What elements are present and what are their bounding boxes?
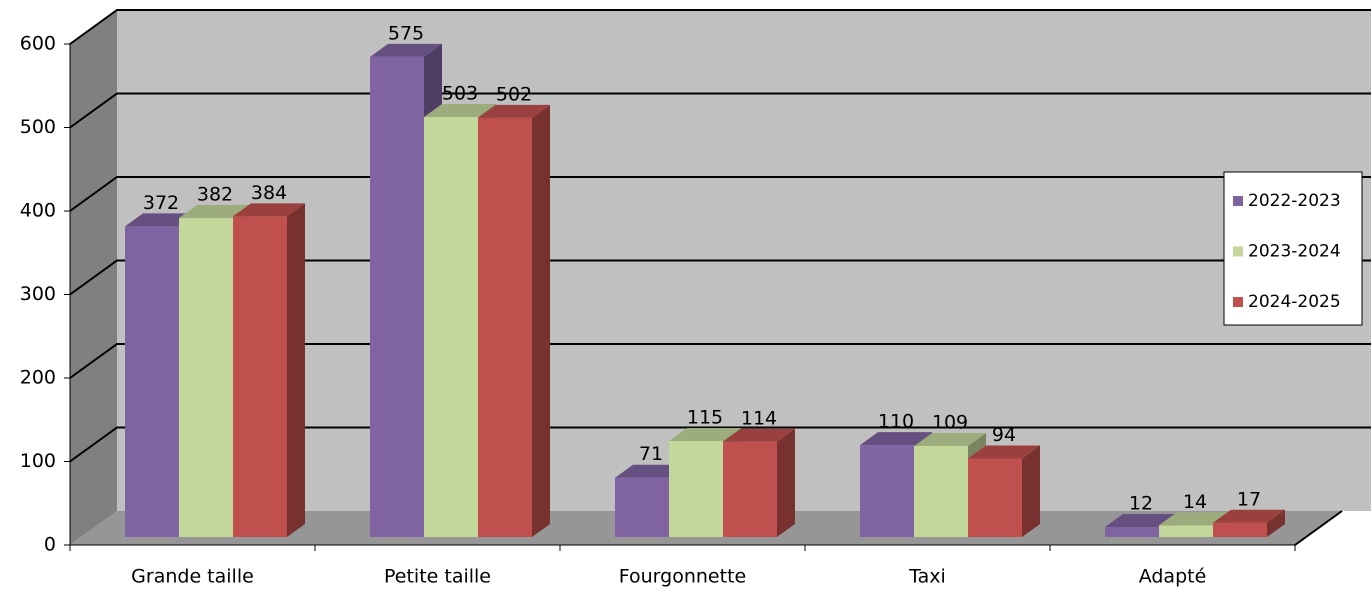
bar-top [1159,512,1231,526]
value-label: 110 [878,411,914,433]
y-tick-label: 500 [20,116,56,138]
y-tick-label: 400 [20,200,56,222]
bar-side [1267,509,1285,537]
x-tick-label: Adapté [1139,566,1207,588]
bar-top [914,432,986,446]
y-tick-label: 0 [44,534,56,556]
value-label: 17 [1237,488,1261,510]
value-label: 503 [442,82,478,104]
value-label: 94 [992,424,1016,446]
bar [968,458,1022,537]
value-label: 114 [741,407,777,429]
y-tick-label: 200 [20,367,56,389]
legend-swatch [1233,196,1243,206]
bar [125,226,179,537]
bar-side [287,203,305,538]
bar [424,116,478,538]
legend-label: 2023-2024 [1248,242,1341,262]
bar [233,216,287,538]
bar-top [669,427,741,441]
value-label: 115 [687,406,723,428]
bar-side [1022,445,1040,537]
bar-top [370,43,442,57]
bar [669,440,723,537]
grid-line [69,9,1371,45]
x-tick-label: Taxi [908,566,946,588]
bar-side [532,104,550,537]
bar [914,445,968,537]
legend-label: 2022-2023 [1248,191,1341,211]
bar-top [1105,513,1177,527]
bar [860,445,914,537]
bar [478,117,532,537]
legend-box [1223,171,1363,326]
legend-label: 2024-2025 [1248,292,1341,312]
bar-top [179,205,251,219]
bar-top [860,432,932,446]
bar-top [968,445,1040,459]
bar [615,477,669,537]
value-label: 502 [496,83,532,105]
legend-swatch [1233,246,1243,257]
legend-swatch [1233,297,1243,307]
value-label: 372 [143,192,179,214]
bar-top [478,104,550,118]
bar [723,441,777,537]
grid-line [69,176,1371,212]
bar-top [233,203,305,217]
value-label: 384 [251,182,287,204]
x-tick-label: Petite taille [384,566,491,588]
value-label: 12 [1129,492,1153,514]
bar-top [1213,509,1285,523]
grid-line [69,92,1371,129]
bar [1159,525,1213,537]
y-tick-label: 300 [20,283,56,305]
bar [1213,522,1267,537]
bar [370,56,424,537]
grid-line [69,426,1371,463]
bar-top [424,103,496,117]
value-label: 14 [1183,491,1207,513]
value-label: 109 [932,411,968,433]
floor-edge [1294,510,1343,546]
y-tick-label: 100 [20,450,56,472]
value-label: 575 [388,22,424,44]
y-tick-label: 600 [20,33,56,55]
bar-top [723,428,795,442]
grid-line [69,343,1371,379]
bar [1105,526,1159,537]
value-label: 382 [197,184,233,206]
x-tick-label: Fourgonnette [619,566,746,588]
bar-side [777,428,795,537]
x-tick-label: Grande taille [131,566,254,588]
bar [179,218,233,537]
value-label: 71 [639,443,663,465]
grid-line [69,259,1371,296]
